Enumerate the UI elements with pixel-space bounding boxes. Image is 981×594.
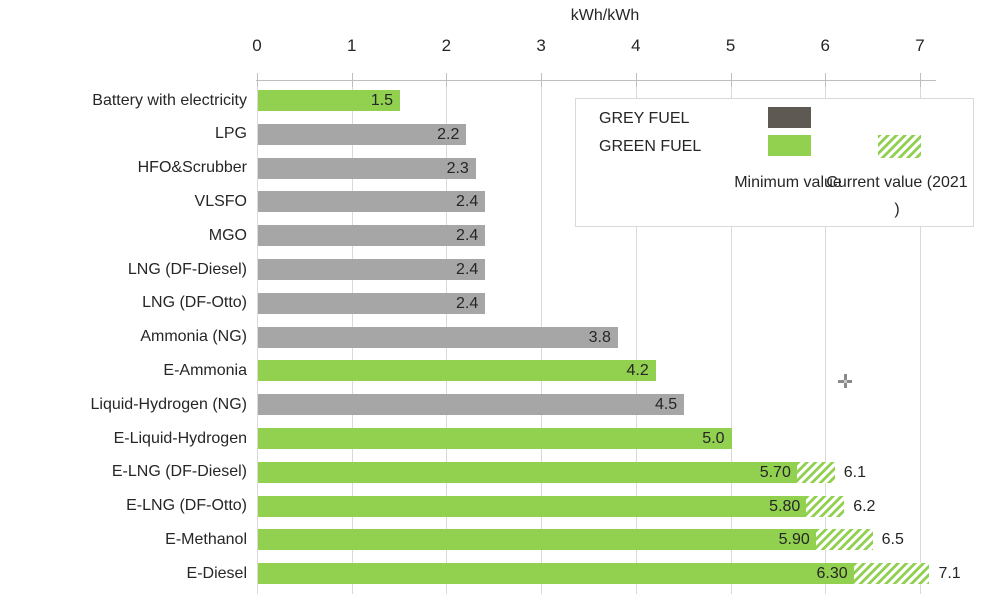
- bar-grey-minimum: 2.2: [258, 123, 467, 145]
- category-label: LNG (DF-Diesel): [127, 260, 247, 278]
- bar-green-minimum: 5.90: [258, 529, 817, 551]
- bar-minimum-value-label: 4.2: [626, 362, 649, 380]
- bar-green-minimum: 4.2: [258, 360, 656, 382]
- x-axis-tick-label: 1: [346, 36, 357, 55]
- category-label: E-Liquid-Hydrogen: [113, 429, 247, 447]
- bar-minimum-value-label: 5.80: [769, 497, 801, 515]
- legend-grey-fuel-label: GREY FUEL: [599, 110, 690, 127]
- bar-minimum-value-label: 2.3: [446, 159, 469, 177]
- category-label: Battery with electricity: [92, 91, 247, 109]
- bar-current-value-hatch: [806, 495, 845, 517]
- x-axis-tick-label: 5: [725, 36, 736, 55]
- x-axis-tick: [541, 73, 543, 87]
- bar-green-minimum: 5.80: [258, 495, 808, 517]
- gridline: [825, 80, 827, 594]
- gridline: [635, 80, 637, 594]
- category-label: LPG: [214, 125, 247, 143]
- category-label: E-LNG (DF-Otto): [126, 497, 247, 515]
- category-label: E-Methanol: [165, 530, 247, 548]
- bar-minimum-value-label: 3.8: [588, 328, 611, 346]
- x-axis-tick: [351, 73, 353, 87]
- cell-cursor-crosshair: [838, 374, 852, 388]
- bar-minimum-value-label: 5.90: [778, 531, 810, 549]
- bar-green-minimum: 1.5: [258, 90, 401, 111]
- bar-current-value-hatch: [796, 461, 835, 483]
- legend-minimum-value-label: Minimum value: [734, 174, 842, 191]
- category-label: E-LNG (DF-Diesel): [111, 463, 247, 481]
- bar-minimum-value-label: 4.5: [654, 396, 678, 414]
- x-axis-line: [256, 80, 936, 81]
- category-label: HFO&Scrubber: [137, 159, 247, 177]
- x-axis-tick-label: 3: [536, 36, 546, 55]
- bar-green-minimum: 6.30: [258, 563, 855, 585]
- bar-minimum-value-label: 2.4: [456, 227, 479, 245]
- bar-minimum-value-label: 2.4: [456, 261, 479, 278]
- bar-minimum-value-label: 2.4: [456, 294, 479, 312]
- bar-grey-minimum: 2.4: [258, 191, 486, 213]
- bar-current-value-label: 6.1: [843, 463, 866, 481]
- category-label: E-Diesel: [186, 564, 247, 582]
- gridline: [257, 80, 258, 594]
- category-label: Ammonia (NG): [140, 328, 247, 346]
- x-axis-tick-label: 2: [441, 36, 452, 55]
- bar-minimum-value-label: 5.0: [702, 430, 725, 447]
- bar-grey-minimum: 3.8: [258, 326, 618, 348]
- bar-green-minimum: 5.70: [258, 461, 798, 483]
- crosshair-center: [844, 380, 847, 383]
- bar-current-value-label: 6.2: [853, 497, 876, 515]
- x-axis-tick-label: 4: [631, 36, 641, 55]
- category-label: E-Ammonia: [163, 361, 247, 379]
- x-axis-title: kWh/kWh: [570, 7, 640, 24]
- legend: GREY FUEL GREEN FUEL Minimum value Curre…: [575, 98, 974, 227]
- bar-minimum-value-label: 1.5: [370, 92, 394, 109]
- x-axis-tick: [919, 73, 921, 87]
- x-axis-tick: [825, 73, 827, 87]
- category-label: VLSFO: [194, 192, 247, 210]
- legend-current-value-label: Current value (2021 ): [826, 174, 968, 218]
- x-axis-tick: [635, 73, 637, 87]
- legend-current-value-hatch-swatch: [878, 135, 921, 158]
- bar-grey-minimum: 2.4: [258, 225, 486, 247]
- bar-current-value-hatch: [815, 529, 873, 551]
- legend-green-fuel-label: GREEN FUEL: [599, 138, 702, 155]
- x-axis-tick: [446, 73, 448, 87]
- x-axis-tick: [257, 73, 258, 87]
- bar-current-value-hatch: [853, 563, 930, 585]
- category-label: LNG (DF-Otto): [142, 294, 247, 312]
- category-label: MGO: [208, 226, 247, 244]
- legend-green-fuel-swatch: [768, 135, 811, 156]
- bar-minimum-value-label: 2.2: [437, 125, 460, 143]
- bar-minimum-value-label: 2.4: [456, 193, 479, 211]
- gridline: [730, 80, 732, 594]
- bar-minimum-value-label: 5.70: [759, 463, 791, 481]
- legend-grey-fuel-swatch: [768, 107, 811, 128]
- bar-grey-minimum: 2.4: [258, 259, 486, 280]
- x-axis-tick-label: 6: [820, 36, 830, 55]
- x-axis-tick-label: 7: [915, 36, 925, 55]
- bar-grey-minimum: 4.5: [258, 394, 685, 416]
- bar-green-minimum: 5.0: [258, 428, 732, 449]
- bar-grey-minimum: 2.4: [258, 292, 486, 314]
- bar-grey-minimum: 2.3: [258, 157, 476, 179]
- bar-minimum-value-label: 6.30: [816, 565, 848, 583]
- bar-current-value-label: 6.5: [881, 531, 904, 549]
- x-axis-tick: [730, 73, 732, 87]
- gridline: [919, 80, 921, 594]
- bar-current-value-label: 7.1: [938, 565, 961, 583]
- category-label: Liquid-Hydrogen (NG): [90, 395, 247, 413]
- x-axis-tick-label: 0: [252, 36, 262, 55]
